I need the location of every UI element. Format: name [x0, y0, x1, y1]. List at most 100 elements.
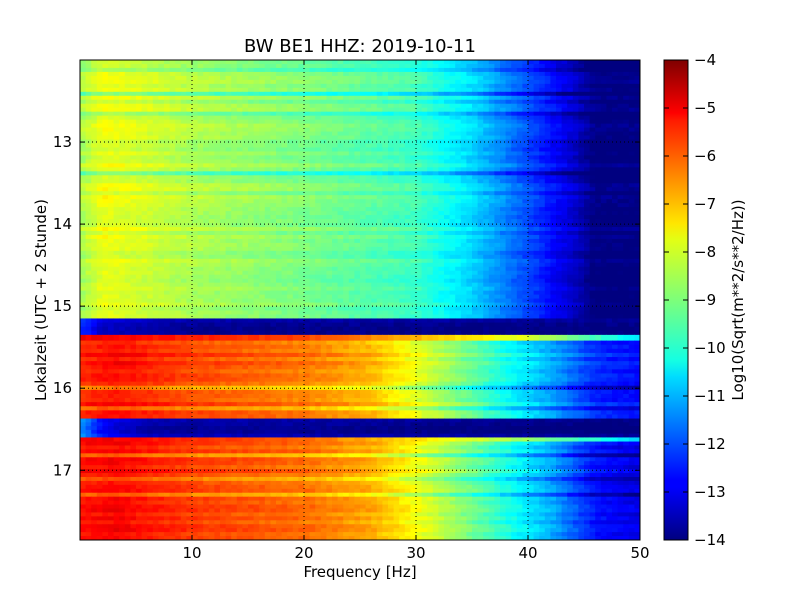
heatmap-cell: [483, 99, 490, 105]
heatmap-cell: [320, 63, 327, 69]
heatmap-cell: [382, 250, 389, 256]
heatmap-cell: [494, 227, 501, 232]
heatmap-cell: [91, 127, 98, 133]
heatmap-cell: [208, 143, 215, 149]
heatmap-cell: [449, 155, 456, 161]
heatmap-cell: [421, 183, 428, 188]
heatmap-cell: [516, 234, 523, 240]
heatmap-cell: [544, 147, 551, 153]
heatmap-cell: [96, 230, 103, 236]
heatmap-cell: [91, 79, 98, 85]
heatmap-cell: [416, 254, 423, 260]
heatmap-cell: [292, 175, 299, 180]
heatmap-cell: [298, 91, 305, 97]
heatmap-cell: [203, 91, 210, 97]
heatmap-cell: [158, 67, 165, 73]
heatmap-cell: [612, 63, 619, 69]
heatmap-cell: [460, 123, 467, 129]
heatmap-cell: [337, 203, 344, 208]
heatmap-cell: [522, 115, 529, 121]
heatmap-cell: [337, 151, 344, 157]
heatmap-cell: [124, 60, 131, 65]
heatmap-cell: [130, 211, 137, 216]
heatmap-cell: [522, 83, 529, 89]
heatmap-cell: [416, 99, 423, 105]
heatmap-cell: [466, 167, 473, 172]
heatmap-cell: [584, 223, 591, 228]
heatmap-cell: [281, 143, 288, 149]
heatmap-cell: [606, 147, 613, 153]
heatmap-cell: [550, 75, 557, 81]
heatmap-cell: [186, 191, 193, 196]
heatmap-cell: [147, 254, 154, 260]
heatmap-cell: [416, 60, 423, 65]
heatmap-cell: [292, 219, 299, 224]
heatmap-cell: [253, 95, 260, 101]
heatmap-cell: [612, 250, 619, 256]
heatmap-cell: [287, 183, 294, 188]
heatmap-cell: [455, 207, 462, 212]
heatmap-cell: [136, 135, 143, 141]
heatmap-cell: [612, 234, 619, 240]
heatmap-cell: [186, 159, 193, 164]
heatmap-cell: [158, 111, 165, 117]
heatmap-cell: [628, 163, 635, 168]
heatmap-cell: [472, 250, 479, 256]
heatmap-cell: [483, 211, 490, 216]
heatmap-cell: [332, 67, 339, 73]
heatmap-cell: [164, 179, 171, 184]
heatmap-cell: [455, 155, 462, 161]
heatmap-cell: [203, 79, 210, 85]
heatmap-cell: [337, 219, 344, 224]
heatmap-cell: [354, 179, 361, 184]
heatmap-cell: [220, 75, 227, 81]
heatmap-cell: [455, 119, 462, 125]
heatmap-cell: [96, 227, 103, 232]
heatmap-cell: [80, 215, 87, 220]
heatmap-cell: [612, 99, 619, 105]
heatmap-cell: [208, 79, 215, 85]
heatmap-cell: [91, 187, 98, 192]
heatmap-cell: [141, 127, 148, 133]
heatmap-cell: [354, 119, 361, 125]
heatmap-cell: [584, 103, 591, 109]
heatmap-cell: [152, 95, 159, 101]
heatmap-cell: [522, 155, 529, 161]
heatmap-cell: [421, 219, 428, 224]
heatmap-cell: [628, 207, 635, 212]
heatmap-cell: [119, 67, 126, 73]
heatmap-cell: [477, 203, 484, 208]
heatmap-cell: [449, 211, 456, 216]
heatmap-cell: [421, 238, 428, 244]
heatmap-cell: [270, 139, 277, 145]
heatmap-cell: [113, 227, 120, 232]
heatmap-cell: [186, 135, 193, 141]
heatmap-cell: [225, 79, 232, 85]
heatmap-cell: [600, 75, 607, 81]
heatmap-cell: [410, 111, 417, 117]
heatmap-cell: [225, 163, 232, 168]
heatmap-cell: [192, 246, 199, 252]
heatmap-cell: [119, 83, 126, 89]
heatmap-cell: [242, 103, 249, 109]
heatmap-cell: [186, 254, 193, 260]
heatmap-cell: [483, 187, 490, 192]
heatmap-cell: [393, 254, 400, 260]
heatmap-cell: [315, 187, 322, 192]
heatmap-cell: [242, 171, 249, 176]
heatmap-cell: [522, 250, 529, 256]
heatmap-cell: [578, 219, 585, 224]
heatmap-cell: [332, 191, 339, 196]
heatmap-cell: [399, 115, 406, 121]
heatmap-cell: [102, 115, 109, 121]
heatmap-cell: [578, 63, 585, 69]
heatmap-cell: [80, 254, 87, 260]
heatmap-cell: [242, 60, 249, 65]
heatmap-cell: [287, 91, 294, 97]
heatmap-cell: [102, 131, 109, 137]
heatmap-cell: [320, 242, 327, 248]
heatmap-cell: [141, 175, 148, 180]
heatmap-cell: [276, 60, 283, 65]
heatmap-cell: [298, 103, 305, 109]
heatmap-cell: [382, 67, 389, 73]
